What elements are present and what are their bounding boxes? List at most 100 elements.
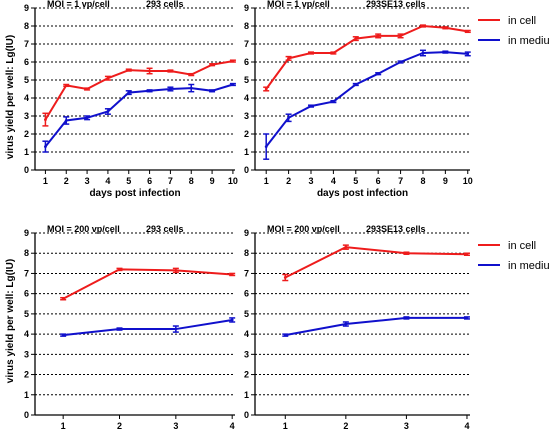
data-point <box>443 50 447 54</box>
data-point <box>231 83 235 86</box>
data-point <box>421 24 425 28</box>
y-tick-label: 3 <box>244 111 249 121</box>
series-line-in-medium <box>265 51 468 148</box>
y-tick-label: 3 <box>24 349 29 359</box>
y-tick-label: 6 <box>244 57 249 67</box>
panel-title-moi: MOI = 200 vp/cell <box>267 224 340 234</box>
y-tick-label: 0 <box>24 410 29 420</box>
series-line-in-medium <box>285 316 467 337</box>
panel-title-cells: 293SE13 cells <box>366 0 426 9</box>
x-tick-label: 3 <box>85 176 90 186</box>
series-line-in-cell <box>284 246 467 279</box>
y-tick-label: 7 <box>24 39 29 49</box>
y-tick-label: 3 <box>24 111 29 121</box>
y-tick-label: 7 <box>244 268 249 278</box>
x-axis-title: days post infection <box>89 188 180 199</box>
panel-title-cells: 293 cells <box>146 224 184 234</box>
legend-label: in medium <box>508 35 550 47</box>
y-tick-label: 0 <box>24 165 29 175</box>
data-point <box>443 26 447 30</box>
data-point <box>61 297 65 301</box>
data-point <box>106 76 110 80</box>
data-point <box>64 119 68 122</box>
data-point <box>118 268 121 271</box>
data-point <box>399 60 402 64</box>
y-tick-label: 2 <box>244 370 249 380</box>
series-line-in-medium <box>44 83 234 148</box>
legend-label: in cell <box>508 240 536 252</box>
x-tick-label: 10 <box>228 176 238 186</box>
y-tick-label: 1 <box>24 147 29 157</box>
data-point <box>331 51 335 55</box>
legend-label: in cell <box>508 15 536 27</box>
panel-title-moi: MOI = 200 vp/cell <box>47 224 120 234</box>
x-tick-label: 2 <box>343 421 348 431</box>
y-tick-label: 5 <box>244 75 249 85</box>
y-tick-label: 6 <box>24 289 29 299</box>
data-point <box>148 89 151 93</box>
data-point <box>64 84 68 87</box>
data-point <box>376 72 380 76</box>
y-tick-label: 8 <box>244 248 249 258</box>
series-line-in-medium <box>63 318 233 337</box>
data-point <box>287 116 290 120</box>
x-tick-label: 5 <box>126 176 131 186</box>
y-tick-label: 6 <box>24 57 29 67</box>
data-point <box>399 34 402 38</box>
y-tick-label: 1 <box>24 390 29 400</box>
y-tick-label: 0 <box>244 165 249 175</box>
legend: in cell in medium <box>478 240 550 272</box>
data-point <box>230 318 234 322</box>
data-point <box>465 252 469 256</box>
y-tick-label: 1 <box>244 147 249 157</box>
x-tick-label: 9 <box>443 176 448 186</box>
data-point <box>465 316 469 320</box>
y-tick-label: 4 <box>24 93 29 103</box>
data-point <box>287 57 290 60</box>
data-point <box>189 73 193 76</box>
x-tick-label: 4 <box>331 176 336 186</box>
data-point <box>127 91 131 94</box>
x-tick-label: 3 <box>173 421 178 431</box>
data-point <box>466 52 470 56</box>
x-tick-label: 8 <box>189 176 194 186</box>
data-point <box>210 63 214 67</box>
x-tick-label: 1 <box>61 421 66 431</box>
data-point <box>344 245 348 249</box>
data-point <box>148 69 151 73</box>
data-point <box>118 327 121 331</box>
data-point <box>331 100 335 103</box>
data-point <box>405 316 408 320</box>
chart-panel-2: 0 1 2 3 4 5 6 7 8 9 1 2 3 4 5 6 7 8 9 10 days post infection… <box>244 0 550 199</box>
x-tick-label: 2 <box>117 421 122 431</box>
y-tick-label: 6 <box>244 289 249 299</box>
data-point <box>264 87 268 91</box>
panel-title-cells: 293 cells <box>146 0 184 9</box>
x-tick-label: 4 <box>105 176 110 186</box>
data-point <box>466 30 470 33</box>
y-tick-label: 8 <box>24 21 29 31</box>
data-point <box>231 59 235 63</box>
x-tick-label: 9 <box>210 176 215 186</box>
x-tick-label: 1 <box>43 176 48 186</box>
y-tick-label: 7 <box>24 268 29 278</box>
data-point <box>44 145 47 149</box>
data-point <box>421 51 425 55</box>
y-tick-label: 4 <box>244 93 249 103</box>
y-tick-label: 2 <box>244 129 249 139</box>
x-tick-label: 10 <box>463 176 473 186</box>
data-point <box>85 116 89 120</box>
x-tick-label: 6 <box>147 176 152 186</box>
x-tick-label: 8 <box>420 176 425 186</box>
y-tick-label: 1 <box>244 390 249 400</box>
y-tick-label: 5 <box>244 309 249 319</box>
data-point <box>210 89 214 93</box>
data-point <box>127 68 131 72</box>
x-tick-label: 1 <box>283 421 288 431</box>
x-tick-label: 7 <box>168 176 173 186</box>
y-tick-label: 8 <box>244 21 249 31</box>
data-point <box>283 333 287 337</box>
series-line-in-cell <box>62 268 233 300</box>
y-axis-title-top: virus yield per well: Lg(IU) <box>5 35 16 159</box>
